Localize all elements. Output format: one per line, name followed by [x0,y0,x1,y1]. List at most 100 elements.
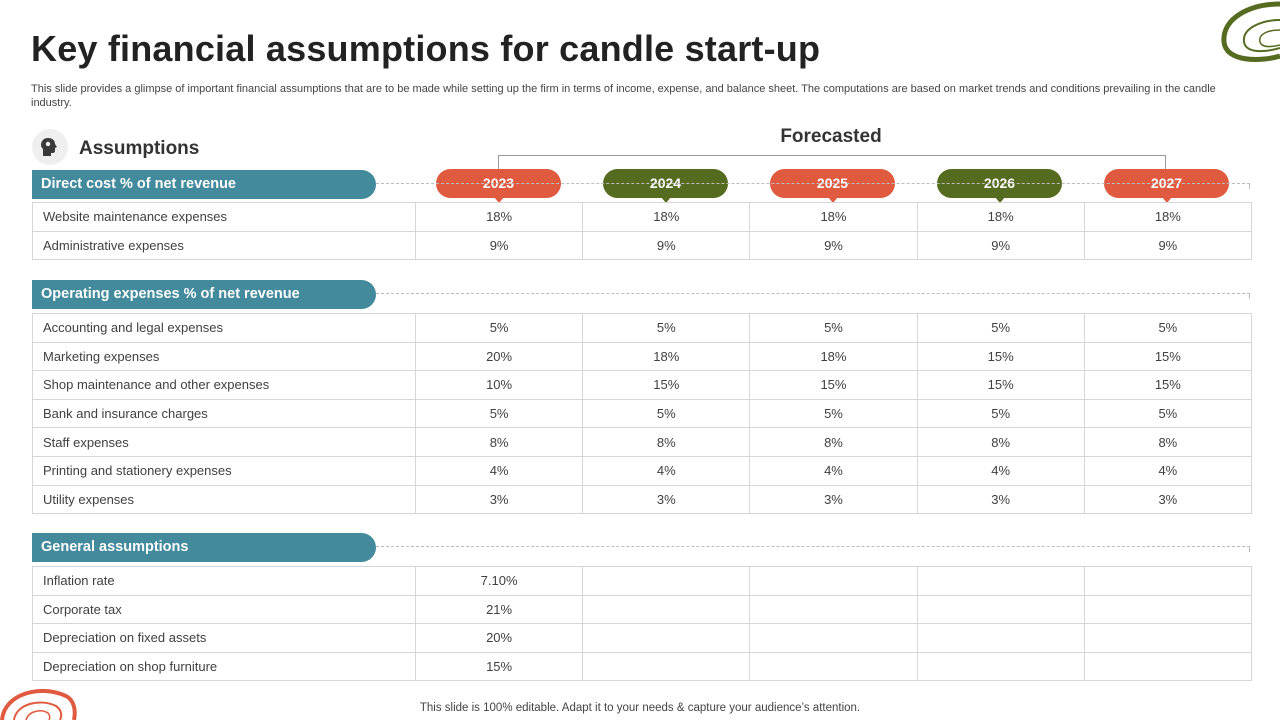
table-row: Printing and stationery expenses 4% 4% 4… [32,455,1252,486]
cell-value: 21% [414,594,584,625]
cell-value [1083,566,1252,596]
section-header-general-assumptions: General assumptions [32,533,376,562]
cell-value: 15% [916,341,1085,372]
row-label: Depreciation on fixed assets [32,623,416,653]
cell-value: 9% [916,230,1085,261]
row-label: Accounting and legal expenses [32,313,416,343]
cell-value: 8% [414,427,584,457]
table-row: Depreciation on fixed assets 20% [32,623,1252,653]
cell-value: 4% [916,455,1085,486]
table-row: Inflation rate 7.10% [32,566,1252,596]
section-divider [376,293,1250,294]
page-subtitle: This slide provides a glimpse of importa… [31,83,1216,109]
page-title: Key financial assumptions for candle sta… [31,28,821,69]
cell-value: 5% [749,313,918,343]
cell-value: 3% [582,484,751,515]
cell-value: 18% [414,202,584,232]
forecasted-label: Forecasted [780,126,882,147]
row-label: Website maintenance expenses [32,202,416,232]
cell-value: 4% [749,455,918,486]
section-divider-end [1249,293,1250,299]
cell-value: 18% [1083,202,1252,232]
cell-value [1083,651,1252,682]
cell-value: 3% [414,484,584,515]
cell-value [582,594,751,625]
cell-value: 9% [749,230,918,261]
cell-value: 9% [1083,230,1252,261]
table-row: Bank and insurance charges 5% 5% 5% 5% 5… [32,398,1252,429]
cell-value [582,566,751,596]
row-label: Staff expenses [32,427,416,457]
cell-value: 5% [749,398,918,429]
cell-value [916,651,1085,682]
cell-value [916,594,1085,625]
row-label: Inflation rate [32,566,416,596]
table-row: Corporate tax 21% [32,594,1252,625]
assumptions-label: Assumptions [79,138,200,159]
cell-value: 5% [582,313,751,343]
cell-value: 5% [916,398,1085,429]
cell-value: 15% [1083,370,1252,400]
cell-value [582,623,751,653]
cell-value: 5% [916,313,1085,343]
cell-value: 8% [1083,427,1252,457]
cell-value [916,566,1085,596]
table-row: Website maintenance expenses 18% 18% 18%… [32,202,1252,232]
cell-value: 18% [582,202,751,232]
cell-value [1083,594,1252,625]
cell-value: 9% [582,230,751,261]
cell-value: 3% [749,484,918,515]
cell-value [749,623,918,653]
table-row: Utility expenses 3% 3% 3% 3% 3% [32,484,1252,515]
forecast-bracket [498,155,1166,169]
cell-value: 18% [749,341,918,372]
section-divider [376,546,1250,547]
cell-value [582,651,751,682]
cell-value: 18% [582,341,751,372]
cell-value: 10% [414,370,584,400]
row-label: Utility expenses [32,484,416,515]
cell-value [749,566,918,596]
cell-value: 18% [916,202,1085,232]
direct-cost-table: Website maintenance expenses 18% 18% 18%… [32,202,1252,261]
row-label: Depreciation on shop furniture [32,651,416,682]
cell-value: 5% [1083,313,1252,343]
cell-value: 15% [414,651,584,682]
cell-value: 8% [582,427,751,457]
general-assumptions-table: Inflation rate 7.10% Corporate tax 21% D… [32,566,1252,682]
row-label: Shop maintenance and other expenses [32,370,416,400]
section-header-direct-cost: Direct cost % of net revenue [32,170,376,199]
section-divider [376,183,1250,184]
section-divider-end [1249,183,1250,189]
row-label: Bank and insurance charges [32,398,416,429]
table-row: Staff expenses 8% 8% 8% 8% 8% [32,427,1252,457]
cell-value: 15% [916,370,1085,400]
table-row: Accounting and legal expenses 5% 5% 5% 5… [32,313,1252,343]
cell-value: 15% [749,370,918,400]
cell-value: 8% [916,427,1085,457]
table-row: Shop maintenance and other expenses 10% … [32,370,1252,400]
cell-value: 4% [1083,455,1252,486]
cell-value: 5% [582,398,751,429]
cell-value: 8% [749,427,918,457]
cell-value: 18% [749,202,918,232]
row-label: Marketing expenses [32,341,416,372]
cell-value: 7.10% [414,566,584,596]
cell-value [749,594,918,625]
operating-expenses-table: Accounting and legal expenses 5% 5% 5% 5… [32,313,1252,515]
cell-value: 3% [1083,484,1252,515]
table-row: Administrative expenses 9% 9% 9% 9% 9% [32,230,1252,261]
cell-value: 3% [916,484,1085,515]
cell-value: 20% [414,623,584,653]
row-label: Administrative expenses [32,230,416,261]
section-divider-end [1249,546,1250,552]
cell-value: 9% [414,230,584,261]
section-header-operating-expenses: Operating expenses % of net revenue [32,280,376,309]
row-label: Printing and stationery expenses [32,455,416,486]
corner-swirl-decoration-bottom [0,688,77,720]
cell-value: 15% [582,370,751,400]
cell-value: 5% [1083,398,1252,429]
cell-value [1083,623,1252,653]
cell-value: 4% [582,455,751,486]
cell-value: 20% [414,341,584,372]
